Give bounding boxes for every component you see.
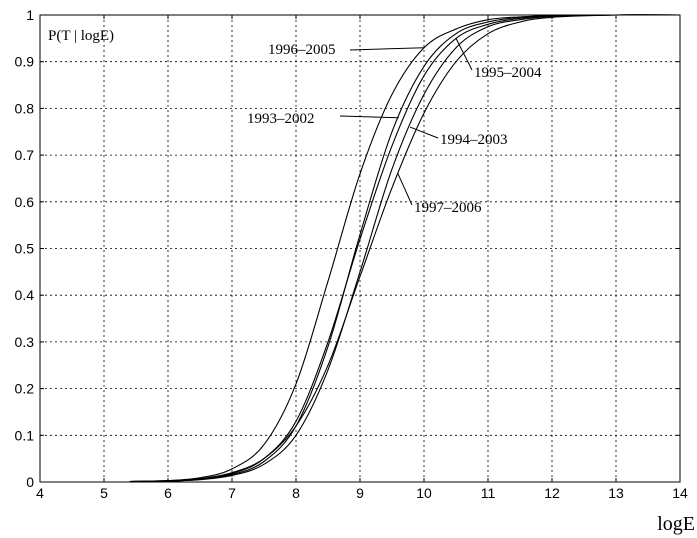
y-tick-label: 0.8 bbox=[15, 100, 35, 116]
series-line-4 bbox=[129, 14, 681, 483]
x-axis-label: logE bbox=[657, 513, 695, 535]
annotation-leader bbox=[339, 115, 399, 119]
series-lines bbox=[129, 14, 681, 483]
y-tick-label: 0.3 bbox=[15, 334, 35, 350]
x-tick-label: 4 bbox=[36, 485, 44, 501]
x-tick-label: 13 bbox=[608, 485, 624, 501]
grid bbox=[40, 15, 680, 482]
annotation-label: 1993–2002 bbox=[247, 111, 315, 127]
y-tick-label: 0.5 bbox=[15, 241, 35, 257]
annotation-label: 1995–2004 bbox=[474, 65, 542, 81]
annotation-label: 1994–2003 bbox=[440, 132, 508, 148]
y-tick-label: 0.1 bbox=[15, 427, 35, 443]
x-tick-label: 9 bbox=[356, 485, 364, 501]
x-tick-label: 12 bbox=[544, 485, 560, 501]
x-tick-label: 5 bbox=[100, 485, 108, 501]
x-tick-label: 8 bbox=[292, 485, 300, 501]
y-tick-label: 0.6 bbox=[15, 194, 35, 210]
annotation-leader bbox=[455, 38, 473, 71]
series-line-1 bbox=[129, 14, 681, 483]
series-line-5 bbox=[129, 14, 681, 483]
axis-ticks: 4 5 6 7 8 9 10 11 12 13 14 0 0.1 0.2 0.3 0.4 0.5 0.6 0.7 0.… bbox=[15, 7, 688, 501]
annotation-leader bbox=[349, 47, 425, 51]
annotation-leader bbox=[409, 126, 439, 139]
x-tick-label: 11 bbox=[481, 485, 496, 501]
y-tick-label: 0.9 bbox=[15, 54, 35, 70]
y-tick-label: 0.7 bbox=[15, 147, 35, 163]
x-tick-label: 7 bbox=[228, 485, 236, 501]
annotation-leader bbox=[397, 173, 413, 206]
y-tick-label: 1 bbox=[26, 7, 34, 23]
series-line-2 bbox=[129, 14, 681, 483]
x-tick-label: 6 bbox=[164, 485, 172, 501]
y-tick-label: 0.4 bbox=[15, 287, 35, 303]
x-tick-label: 10 bbox=[416, 485, 432, 501]
annotation-label: 1997–2006 bbox=[414, 200, 482, 216]
y-axis-label: P(T | logE) bbox=[48, 28, 114, 44]
y-tick-label: 0.2 bbox=[15, 381, 35, 397]
y-tick-label: 0 bbox=[26, 474, 34, 490]
annotation-label: 1996–2005 bbox=[268, 42, 336, 58]
annotations: 1996–2005 1995–2004 1993–2002 1994–2003 1997… bbox=[247, 38, 542, 216]
x-tick-label: 14 bbox=[672, 485, 688, 501]
series-line-3 bbox=[129, 14, 681, 483]
